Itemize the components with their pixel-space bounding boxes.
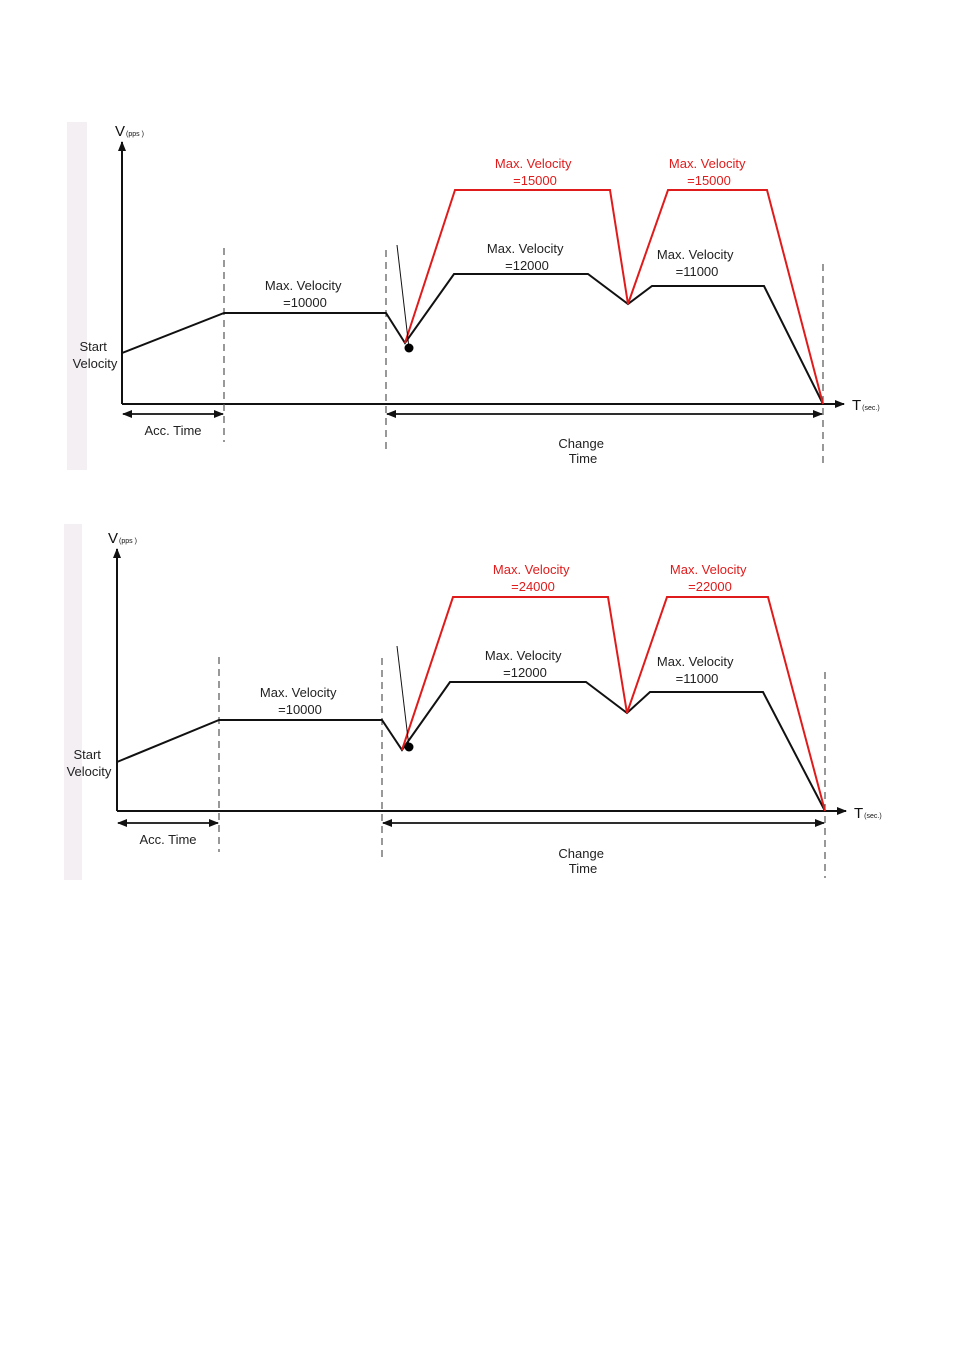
start-velocity-label: Start Velocity — [73, 339, 118, 371]
velocity-diagram-1: V(pps ) T(sec.) Start Velocity Acc. Time… — [67, 122, 887, 470]
max-velocity-label: Max. Velocity =10000 — [260, 685, 340, 717]
max-velocity-label: Max. Velocity =11000 — [657, 654, 737, 686]
black-velocity-profile — [116, 681, 826, 812]
change-point-dot — [404, 343, 414, 353]
max-velocity-label: Max. Velocity =11000 — [657, 247, 737, 279]
red-max-velocity-label: Max. Velocity =24000 — [493, 562, 573, 594]
max-velocity-label: Max. Velocity =12000 — [487, 241, 567, 273]
diagram-2-svg: V(pps ) T(sec.) Start Velocity Acc. Time… — [67, 530, 882, 878]
x-axis-label: T(sec.) — [852, 397, 880, 414]
change-indicator-line — [396, 645, 410, 748]
panel-shading — [67, 122, 87, 470]
diagram-1-svg: V(pps ) T(sec.) Start Velocity Acc. Time… — [73, 123, 880, 468]
velocity-diagram-2: V(pps ) T(sec.) Start Velocity Acc. Time… — [64, 524, 890, 880]
change-point-dot — [404, 742, 414, 752]
x-axis-label: T(sec.) — [854, 805, 882, 822]
change-indicator-line — [396, 244, 410, 349]
acc-time-label: Acc. Time — [139, 832, 196, 847]
y-axis-label: V(pps ) — [115, 123, 144, 140]
change-time-label: Change Time — [558, 436, 607, 466]
y-axis-label: V(pps ) — [108, 530, 137, 547]
panel-shading — [64, 524, 82, 880]
start-velocity-label: Start Velocity — [67, 747, 112, 779]
change-time-label: Change Time — [558, 846, 607, 876]
max-velocity-label: Max. Velocity =12000 — [485, 648, 565, 680]
red-velocity-profile — [404, 189, 824, 405]
black-velocity-profile — [121, 273, 824, 405]
acc-time-label: Acc. Time — [144, 423, 201, 438]
max-velocity-label: Max. Velocity =10000 — [265, 278, 345, 310]
red-velocity-profile — [401, 596, 826, 812]
red-max-velocity-label: Max. Velocity =22000 — [670, 562, 750, 594]
red-max-velocity-label: Max. Velocity =15000 — [669, 156, 749, 188]
red-max-velocity-label: Max. Velocity =15000 — [495, 156, 575, 188]
